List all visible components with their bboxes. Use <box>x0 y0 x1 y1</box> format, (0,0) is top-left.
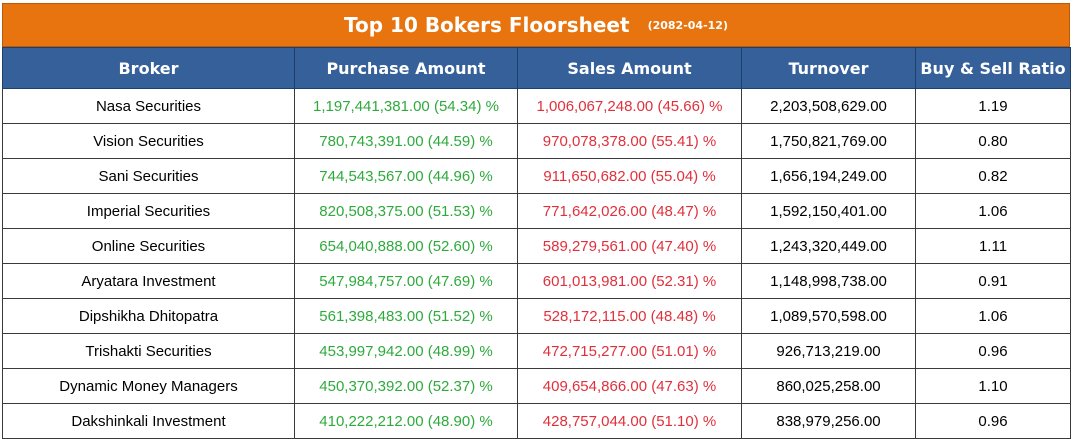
column-header-turnover[interactable]: Turnover <box>741 47 916 89</box>
sales-amount-cell: 589,279,561.00 (47.40) % <box>517 228 742 264</box>
ratio-cell: 1.10 <box>915 368 1071 404</box>
turnover-cell: 926,713,219.00 <box>741 333 916 369</box>
purchase-amount-cell: 820,508,375.00 (51.53) % <box>294 193 518 229</box>
sales-amount-cell: 970,078,378.00 (55.41) % <box>517 123 742 159</box>
purchase-amount-cell: 410,222,212.00 (48.90) % <box>294 403 518 439</box>
broker-cell: Dipshikha Dhitopatra <box>2 298 295 334</box>
table-body: Nasa Securities 1,197,441,381.00 (54.34) … <box>2 88 1071 439</box>
table-row: Dipshikha Dhitopatra 561,398,483.00 (51.5… <box>2 298 1071 334</box>
sales-amount-cell: 472,715,277.00 (51.01) % <box>517 333 742 369</box>
table-row: Aryatara Investment 547,984,757.00 (47.69… <box>2 263 1071 299</box>
turnover-cell: 860,025,258.00 <box>741 368 916 404</box>
title-bar: Top 10 Bokers Floorsheet (2082-04-12) <box>2 3 1070 47</box>
table-row: Dynamic Money Managers 450,370,392.00 (52… <box>2 368 1071 404</box>
purchase-amount-cell: 450,370,392.00 (52.37) % <box>294 368 518 404</box>
purchase-amount-cell: 561,398,483.00 (51.52) % <box>294 298 518 334</box>
broker-cell: Sani Securities <box>2 158 295 194</box>
turnover-cell: 1,750,821,769.00 <box>741 123 916 159</box>
ratio-cell: 1.06 <box>915 193 1071 229</box>
page-title: Top 10 Bokers Floorsheet <box>344 13 630 37</box>
broker-cell: Trishakti Securities <box>2 333 295 369</box>
sales-amount-cell: 771,642,026.00 (48.47) % <box>517 193 742 229</box>
turnover-cell: 1,089,570,598.00 <box>741 298 916 334</box>
ratio-cell: 0.96 <box>915 333 1071 369</box>
sales-amount-cell: 428,757,044.00 (51.10) % <box>517 403 742 439</box>
broker-cell: Vision Securities <box>2 123 295 159</box>
sales-amount-cell: 1,006,067,248.00 (45.66) % <box>517 88 742 124</box>
purchase-amount-cell: 780,743,391.00 (44.59) % <box>294 123 518 159</box>
purchase-amount-cell: 654,040,888.00 (52.60) % <box>294 228 518 264</box>
table-row: Imperial Securities 820,508,375.00 (51.53… <box>2 193 1071 229</box>
turnover-cell: 2,203,508,629.00 <box>741 88 916 124</box>
purchase-amount-cell: 744,543,567.00 (44.96) % <box>294 158 518 194</box>
turnover-cell: 838,979,256.00 <box>741 403 916 439</box>
broker-cell: Imperial Securities <box>2 193 295 229</box>
purchase-amount-cell: 1,197,441,381.00 (54.34) % <box>294 88 518 124</box>
broker-cell: Dynamic Money Managers <box>2 368 295 404</box>
purchase-amount-cell: 547,984,757.00 (47.69) % <box>294 263 518 299</box>
ratio-cell: 1.19 <box>915 88 1071 124</box>
sales-amount-cell: 528,172,115.00 (48.48) % <box>517 298 742 334</box>
sales-amount-cell: 911,650,682.00 (55.04) % <box>517 158 742 194</box>
broker-cell: Online Securities <box>2 228 295 264</box>
turnover-cell: 1,243,320,449.00 <box>741 228 916 264</box>
broker-cell: Nasa Securities <box>2 88 295 124</box>
table-row: Dakshinkali Investment 410,222,212.00 (48… <box>2 403 1071 439</box>
table-row: Online Securities 654,040,888.00 (52.60) … <box>2 228 1071 264</box>
broker-table: Broker Purchase Amount Sales Amount Turn… <box>2 47 1071 439</box>
column-header-sales-amount[interactable]: Sales Amount <box>517 47 742 89</box>
table-row: Trishakti Securities 453,997,942.00 (48.9… <box>2 333 1071 369</box>
floorsheet-panel: Top 10 Bokers Floorsheet (2082-04-12) Br… <box>2 3 1071 439</box>
column-header-broker[interactable]: Broker <box>2 47 295 89</box>
table-row: Vision Securities 780,743,391.00 (44.59) … <box>2 123 1071 159</box>
ratio-cell: 0.96 <box>915 403 1071 439</box>
turnover-cell: 1,592,150,401.00 <box>741 193 916 229</box>
column-header-purchase-amount[interactable]: Purchase Amount <box>294 47 518 89</box>
column-header-buy-sell-ratio[interactable]: Buy & Sell Ratio <box>915 47 1071 89</box>
table-row: Nasa Securities 1,197,441,381.00 (54.34) … <box>2 88 1071 124</box>
broker-cell: Dakshinkali Investment <box>2 403 295 439</box>
sales-amount-cell: 409,654,866.00 (47.63) % <box>517 368 742 404</box>
ratio-cell: 1.06 <box>915 298 1071 334</box>
table-row: Sani Securities 744,543,567.00 (44.96) % 9… <box>2 158 1071 194</box>
report-date: (2082-04-12) <box>647 18 728 32</box>
sales-amount-cell: 601,013,981.00 (52.31) % <box>517 263 742 299</box>
header-row: Broker Purchase Amount Sales Amount Turn… <box>2 47 1071 89</box>
turnover-cell: 1,656,194,249.00 <box>741 158 916 194</box>
ratio-cell: 0.91 <box>915 263 1071 299</box>
ratio-cell: 0.82 <box>915 158 1071 194</box>
broker-cell: Aryatara Investment <box>2 263 295 299</box>
ratio-cell: 0.80 <box>915 123 1071 159</box>
turnover-cell: 1,148,998,738.00 <box>741 263 916 299</box>
ratio-cell: 1.11 <box>915 228 1071 264</box>
purchase-amount-cell: 453,997,942.00 (48.99) % <box>294 333 518 369</box>
